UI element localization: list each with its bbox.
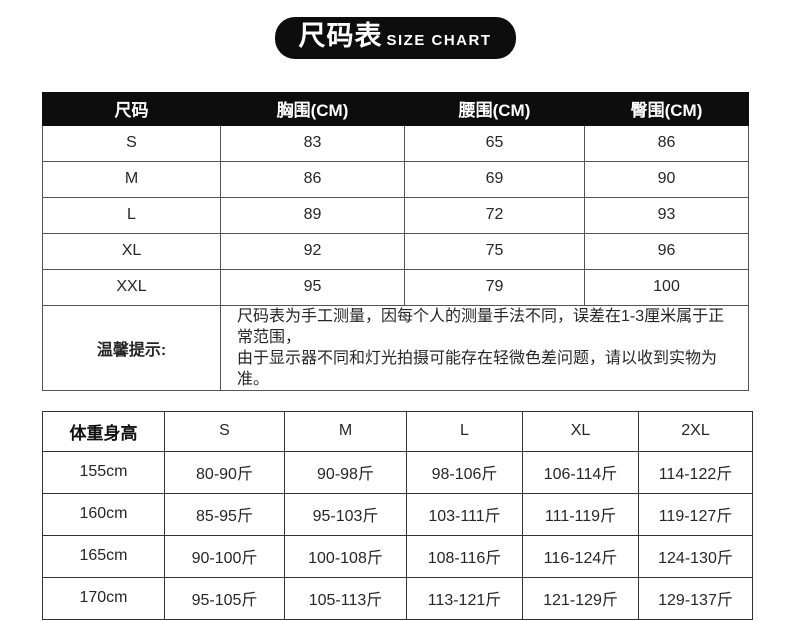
size-table-header-row: 尺码 胸围(CM) 腰围(CM) 臀围(CM)	[42, 91, 749, 126]
weight-range: 105-113斤	[284, 576, 407, 620]
waist-value: 75	[404, 232, 585, 270]
weight-range: 121-129斤	[522, 576, 639, 620]
weight-range: 113-121斤	[406, 576, 523, 620]
waist-value: 69	[404, 160, 585, 198]
badge-title-cn: 尺码表	[298, 21, 383, 51]
size-row-xl: XL 92 75 96	[42, 232, 749, 270]
note-line-1: 尺码表为手工测量，因每个人的测量手法不同，误差在1-3厘米属于正常范围，	[237, 307, 725, 346]
header-xl: XL	[522, 410, 639, 452]
weight-range: 111-119斤	[522, 492, 639, 536]
waist-value: 72	[404, 196, 585, 234]
header-m: M	[284, 410, 407, 452]
size-row-m: M 86 69 90	[42, 160, 749, 198]
size-row-xxl: XXL 95 79 100	[42, 268, 749, 306]
weight-range: 90-100斤	[164, 534, 285, 578]
bust-value: 89	[220, 196, 405, 234]
weight-range: 108-116斤	[406, 534, 523, 578]
header-size: 尺码	[42, 91, 221, 126]
size-chart-page: 尺码表 SIZE CHART 尺码 胸围(CM) 腰围(CM) 臀围(CM) S…	[0, 17, 790, 620]
size-row-s: S 83 65 86	[42, 124, 749, 162]
weight-range: 95-103斤	[284, 492, 407, 536]
size-label: XL	[42, 232, 221, 270]
hip-value: 90	[584, 160, 749, 198]
hip-value: 86	[584, 124, 749, 162]
header-weight-height: 体重身高	[42, 410, 165, 452]
note-label: 温馨提示:	[42, 304, 221, 391]
note-row: 温馨提示: 尺码表为手工测量，因每个人的测量手法不同，误差在1-3厘米属于正常范…	[42, 304, 749, 391]
waist-value: 79	[404, 268, 585, 306]
header-bust: 胸围(CM)	[220, 91, 405, 126]
bust-value: 95	[220, 268, 405, 306]
weight-range: 80-90斤	[164, 450, 285, 494]
weight-table-header-row: 体重身高 S M L XL 2XL	[42, 410, 753, 452]
size-label: M	[42, 160, 221, 198]
height-row-160: 160cm 85-95斤 95-103斤 103-111斤 111-119斤 1…	[42, 492, 753, 536]
height-label: 165cm	[42, 534, 165, 578]
height-weight-table: 体重身高 S M L XL 2XL 155cm 80-90斤 90-98斤 98…	[42, 410, 753, 620]
size-row-l: L 89 72 93	[42, 196, 749, 234]
weight-range: 98-106斤	[406, 450, 523, 494]
note-text: 尺码表为手工测量，因每个人的测量手法不同，误差在1-3厘米属于正常范围， 由于显…	[220, 304, 749, 391]
height-row-155: 155cm 80-90斤 90-98斤 98-106斤 106-114斤 114…	[42, 450, 753, 494]
header-waist: 腰围(CM)	[404, 91, 585, 126]
weight-range: 95-105斤	[164, 576, 285, 620]
header-l: L	[406, 410, 523, 452]
height-label: 160cm	[42, 492, 165, 536]
note-line-2: 由于显示器不同和灯光拍摄可能存在轻微色差问题，请以收到实物为准。	[237, 349, 718, 388]
size-label: XXL	[42, 268, 221, 306]
bust-value: 86	[220, 160, 405, 198]
weight-range: 90-98斤	[284, 450, 407, 494]
waist-value: 65	[404, 124, 585, 162]
weight-range: 124-130斤	[638, 534, 753, 578]
weight-range: 114-122斤	[638, 450, 753, 494]
size-label: L	[42, 196, 221, 234]
header-2xl: 2XL	[638, 410, 753, 452]
bust-value: 83	[220, 124, 405, 162]
hip-value: 96	[584, 232, 749, 270]
weight-range: 103-111斤	[406, 492, 523, 536]
weight-range: 100-108斤	[284, 534, 407, 578]
height-label: 155cm	[42, 450, 165, 494]
height-row-170: 170cm 95-105斤 105-113斤 113-121斤 121-129斤…	[42, 576, 753, 620]
size-chart-badge: 尺码表 SIZE CHART	[274, 17, 516, 59]
badge-title-en: SIZE CHART	[386, 32, 492, 49]
height-label: 170cm	[42, 576, 165, 620]
height-row-165: 165cm 90-100斤 100-108斤 108-116斤 116-124斤…	[42, 534, 753, 578]
weight-range: 106-114斤	[522, 450, 639, 494]
hip-value: 100	[584, 268, 749, 306]
size-measurement-table: 尺码 胸围(CM) 腰围(CM) 臀围(CM) S 83 65 86 M 86 …	[42, 91, 749, 391]
weight-range: 85-95斤	[164, 492, 285, 536]
size-label: S	[42, 124, 221, 162]
weight-range: 129-137斤	[638, 576, 753, 620]
weight-range: 119-127斤	[638, 492, 753, 536]
header-hip: 臀围(CM)	[584, 91, 749, 126]
hip-value: 93	[584, 196, 749, 234]
bust-value: 92	[220, 232, 405, 270]
header-s: S	[164, 410, 285, 452]
weight-range: 116-124斤	[522, 534, 639, 578]
